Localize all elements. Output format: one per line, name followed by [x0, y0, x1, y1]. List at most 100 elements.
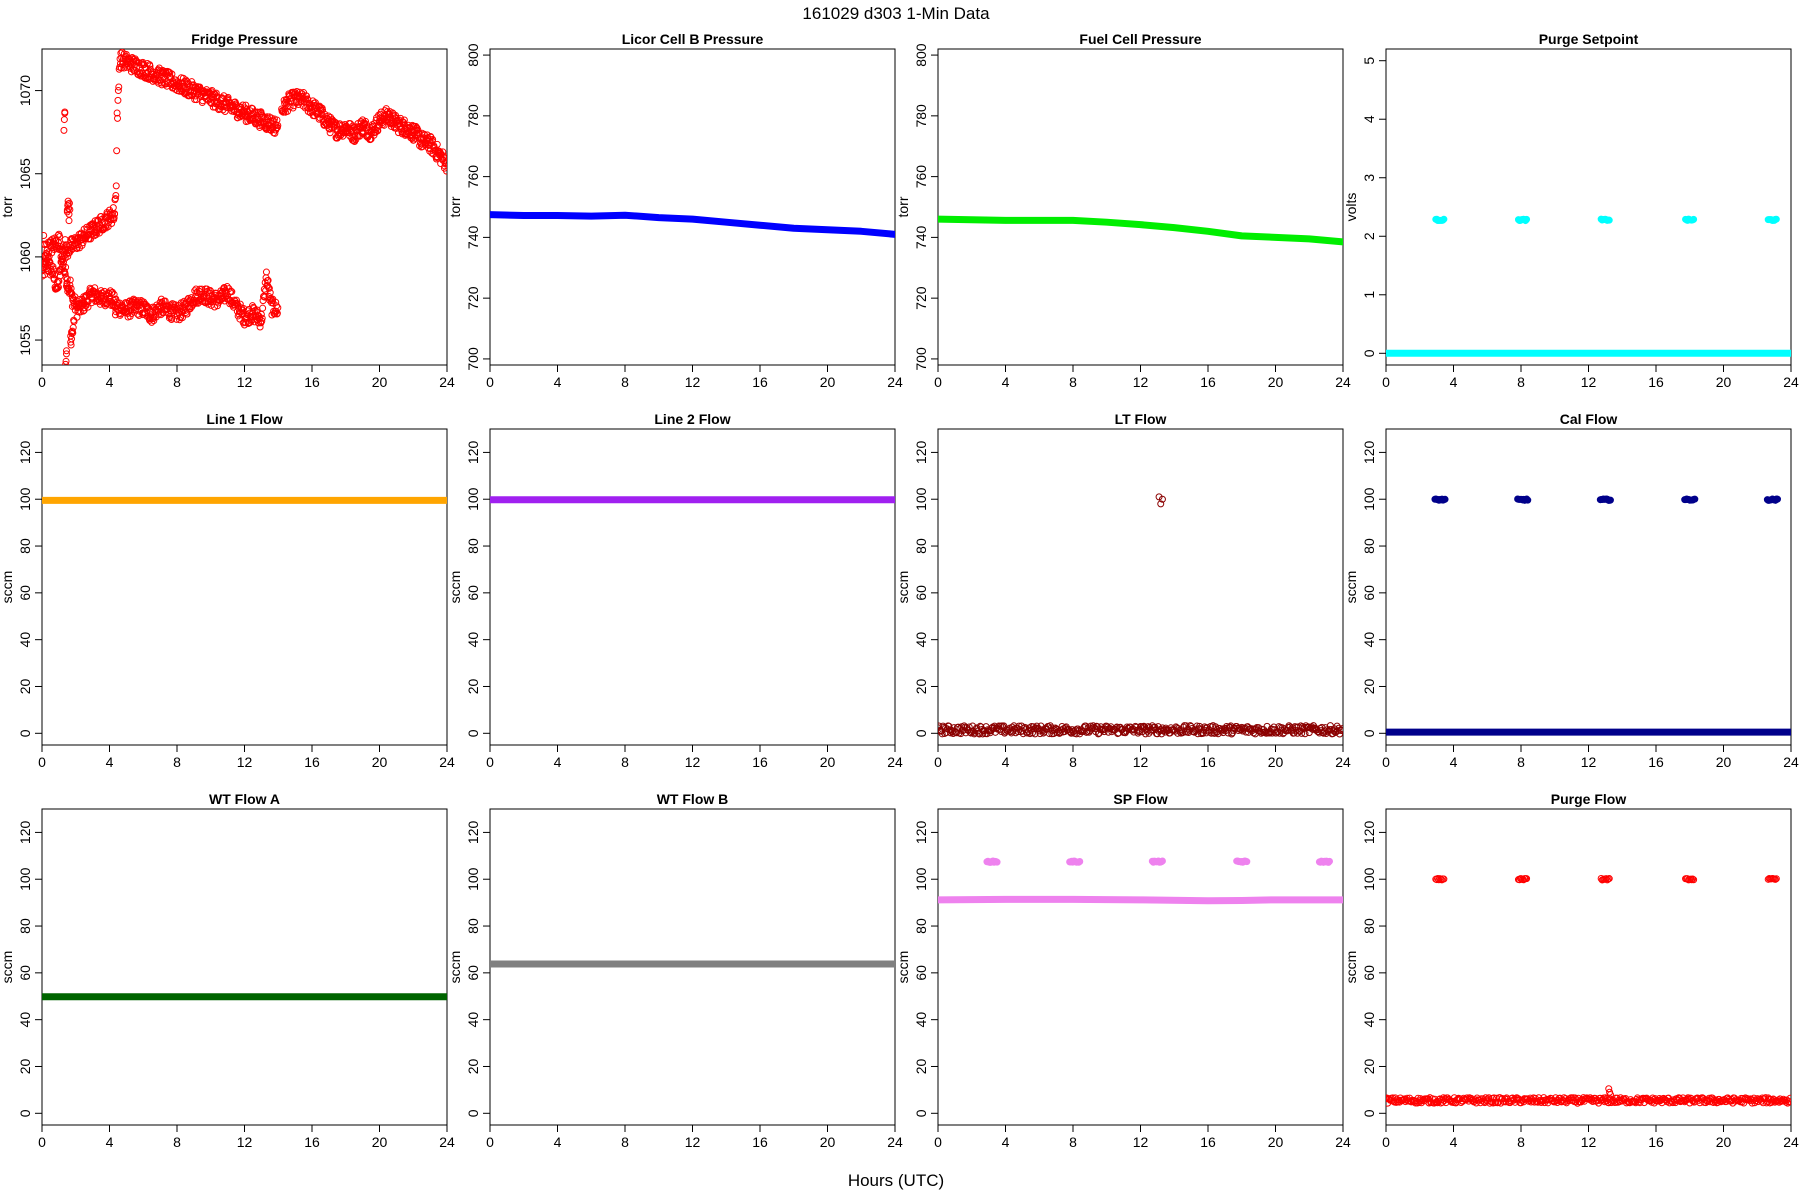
data-point: [161, 297, 169, 305]
data-point: [114, 114, 122, 122]
x-tick-label: 0: [934, 754, 942, 770]
data-point: [1075, 726, 1083, 734]
data-point: [60, 116, 68, 124]
data-point: [1157, 500, 1165, 508]
data-point: [232, 296, 240, 304]
y-tick-label: 760: [465, 165, 481, 189]
y-tick-label: 80: [465, 918, 481, 934]
data-point: [410, 136, 418, 144]
data-point: [79, 307, 87, 315]
data-point: [178, 314, 186, 322]
data-point: [62, 360, 70, 365]
data-point: [258, 314, 266, 322]
chart-title: Line 2 Flow: [654, 411, 730, 427]
y-tick-label: 0: [1361, 729, 1377, 737]
y-tick-label: 1055: [17, 324, 33, 355]
data-point: [380, 121, 388, 129]
chart-title: Purge Setpoint: [1539, 31, 1639, 47]
x-tick-label: 0: [934, 1134, 942, 1150]
y-tick-label: 3: [1361, 174, 1377, 182]
data-point: [414, 126, 422, 134]
plot-frame: [937, 808, 1344, 1126]
data-point: [114, 96, 122, 104]
x-tick-label: 12: [1133, 374, 1149, 390]
y-tick-label: 40: [1361, 1012, 1377, 1028]
y-tick-label: 0: [465, 729, 481, 737]
data-marks: [938, 493, 1343, 738]
data-point: [233, 299, 241, 307]
x-tick-label: 12: [237, 374, 253, 390]
y-tick-label: 80: [17, 918, 33, 934]
y-tick-label: 40: [913, 1012, 929, 1028]
y-tick-label: 120: [17, 441, 33, 465]
y-tick-label: 1: [1361, 291, 1377, 299]
data-point: [1002, 726, 1010, 734]
data-point: [74, 241, 82, 249]
data-point: [938, 730, 946, 738]
y-tick-label: 120: [913, 441, 929, 465]
data-point: [1786, 1094, 1791, 1102]
y-tick-label: 800: [913, 43, 929, 67]
data-point: [1386, 1095, 1390, 1103]
data-point: [429, 135, 437, 143]
data-point: [1338, 725, 1343, 733]
chart-panel: SP Flow 0 4 8 12 16 20 24 0 20 40 60 80 100 120 sccm: [895, 791, 1351, 1150]
data-point: [224, 93, 232, 101]
chart-panel: WT Flow B 0 4 8 12 16 20 24 0 20 40 60 80 100 120 sccm: [447, 791, 903, 1150]
x-tick-label: 20: [372, 1134, 388, 1150]
x-tick-label: 8: [1517, 1134, 1525, 1150]
data-point: [1441, 495, 1449, 503]
y-tick-label: 100: [1361, 487, 1377, 511]
y-tick-label: 40: [17, 1012, 33, 1028]
x-tick-label: 16: [1648, 754, 1664, 770]
x-tick-label: 12: [1133, 754, 1149, 770]
x-tick-label: 16: [1200, 374, 1216, 390]
y-axis-label: torr: [447, 196, 463, 217]
data-point: [223, 283, 231, 291]
chart-panel: Cal Flow 0 4 8 12 16 20 24 0 20 40 60 80 100 120 sccm: [1343, 411, 1799, 770]
data-point: [67, 285, 75, 293]
y-tick-label: 100: [913, 487, 929, 511]
x-tick-label: 4: [554, 754, 562, 770]
data-point: [326, 125, 334, 133]
data-point: [411, 131, 419, 139]
chart-title: WT Flow B: [657, 791, 729, 807]
x-tick-label: 0: [1382, 754, 1390, 770]
y-tick-label: 5: [1361, 57, 1377, 65]
data-point: [318, 111, 326, 119]
x-axis-label: Hours (UTC): [848, 1171, 944, 1190]
chart-title: Fuel Cell Pressure: [1079, 31, 1201, 47]
y-tick-label: 120: [1361, 441, 1377, 465]
chart-title: Fridge Pressure: [191, 31, 298, 47]
x-tick-label: 8: [173, 754, 181, 770]
x-tick-label: 12: [237, 754, 253, 770]
y-axis-label: volts: [1343, 193, 1359, 222]
data-point: [433, 140, 441, 148]
data-point: [303, 92, 311, 100]
x-tick-label: 20: [372, 374, 388, 390]
data-point: [1524, 496, 1532, 504]
plot-frame: [489, 428, 896, 746]
data-point: [1605, 216, 1613, 224]
y-tick-label: 60: [17, 585, 33, 601]
data-point: [235, 310, 243, 318]
x-tick-label: 12: [1581, 754, 1597, 770]
x-tick-label: 24: [1783, 754, 1799, 770]
data-point: [265, 284, 273, 292]
data-point: [62, 263, 70, 271]
x-tick-label: 24: [439, 754, 455, 770]
chart-panel: Fuel Cell Pressure 0 4 8 12 16 20 24 700 720 740 76…: [895, 31, 1351, 390]
x-tick-label: 0: [934, 374, 942, 390]
x-tick-label: 16: [304, 1134, 320, 1150]
data-point: [412, 122, 420, 130]
data-point: [1094, 730, 1102, 738]
x-tick-label: 4: [1450, 374, 1458, 390]
x-tick-label: 8: [1517, 374, 1525, 390]
x-tick-label: 12: [237, 1134, 253, 1150]
plot-frame: [489, 48, 896, 366]
y-tick-label: 120: [465, 821, 481, 845]
data-point: [118, 49, 126, 56]
data-point: [372, 128, 380, 136]
chart-title: Cal Flow: [1560, 411, 1618, 427]
